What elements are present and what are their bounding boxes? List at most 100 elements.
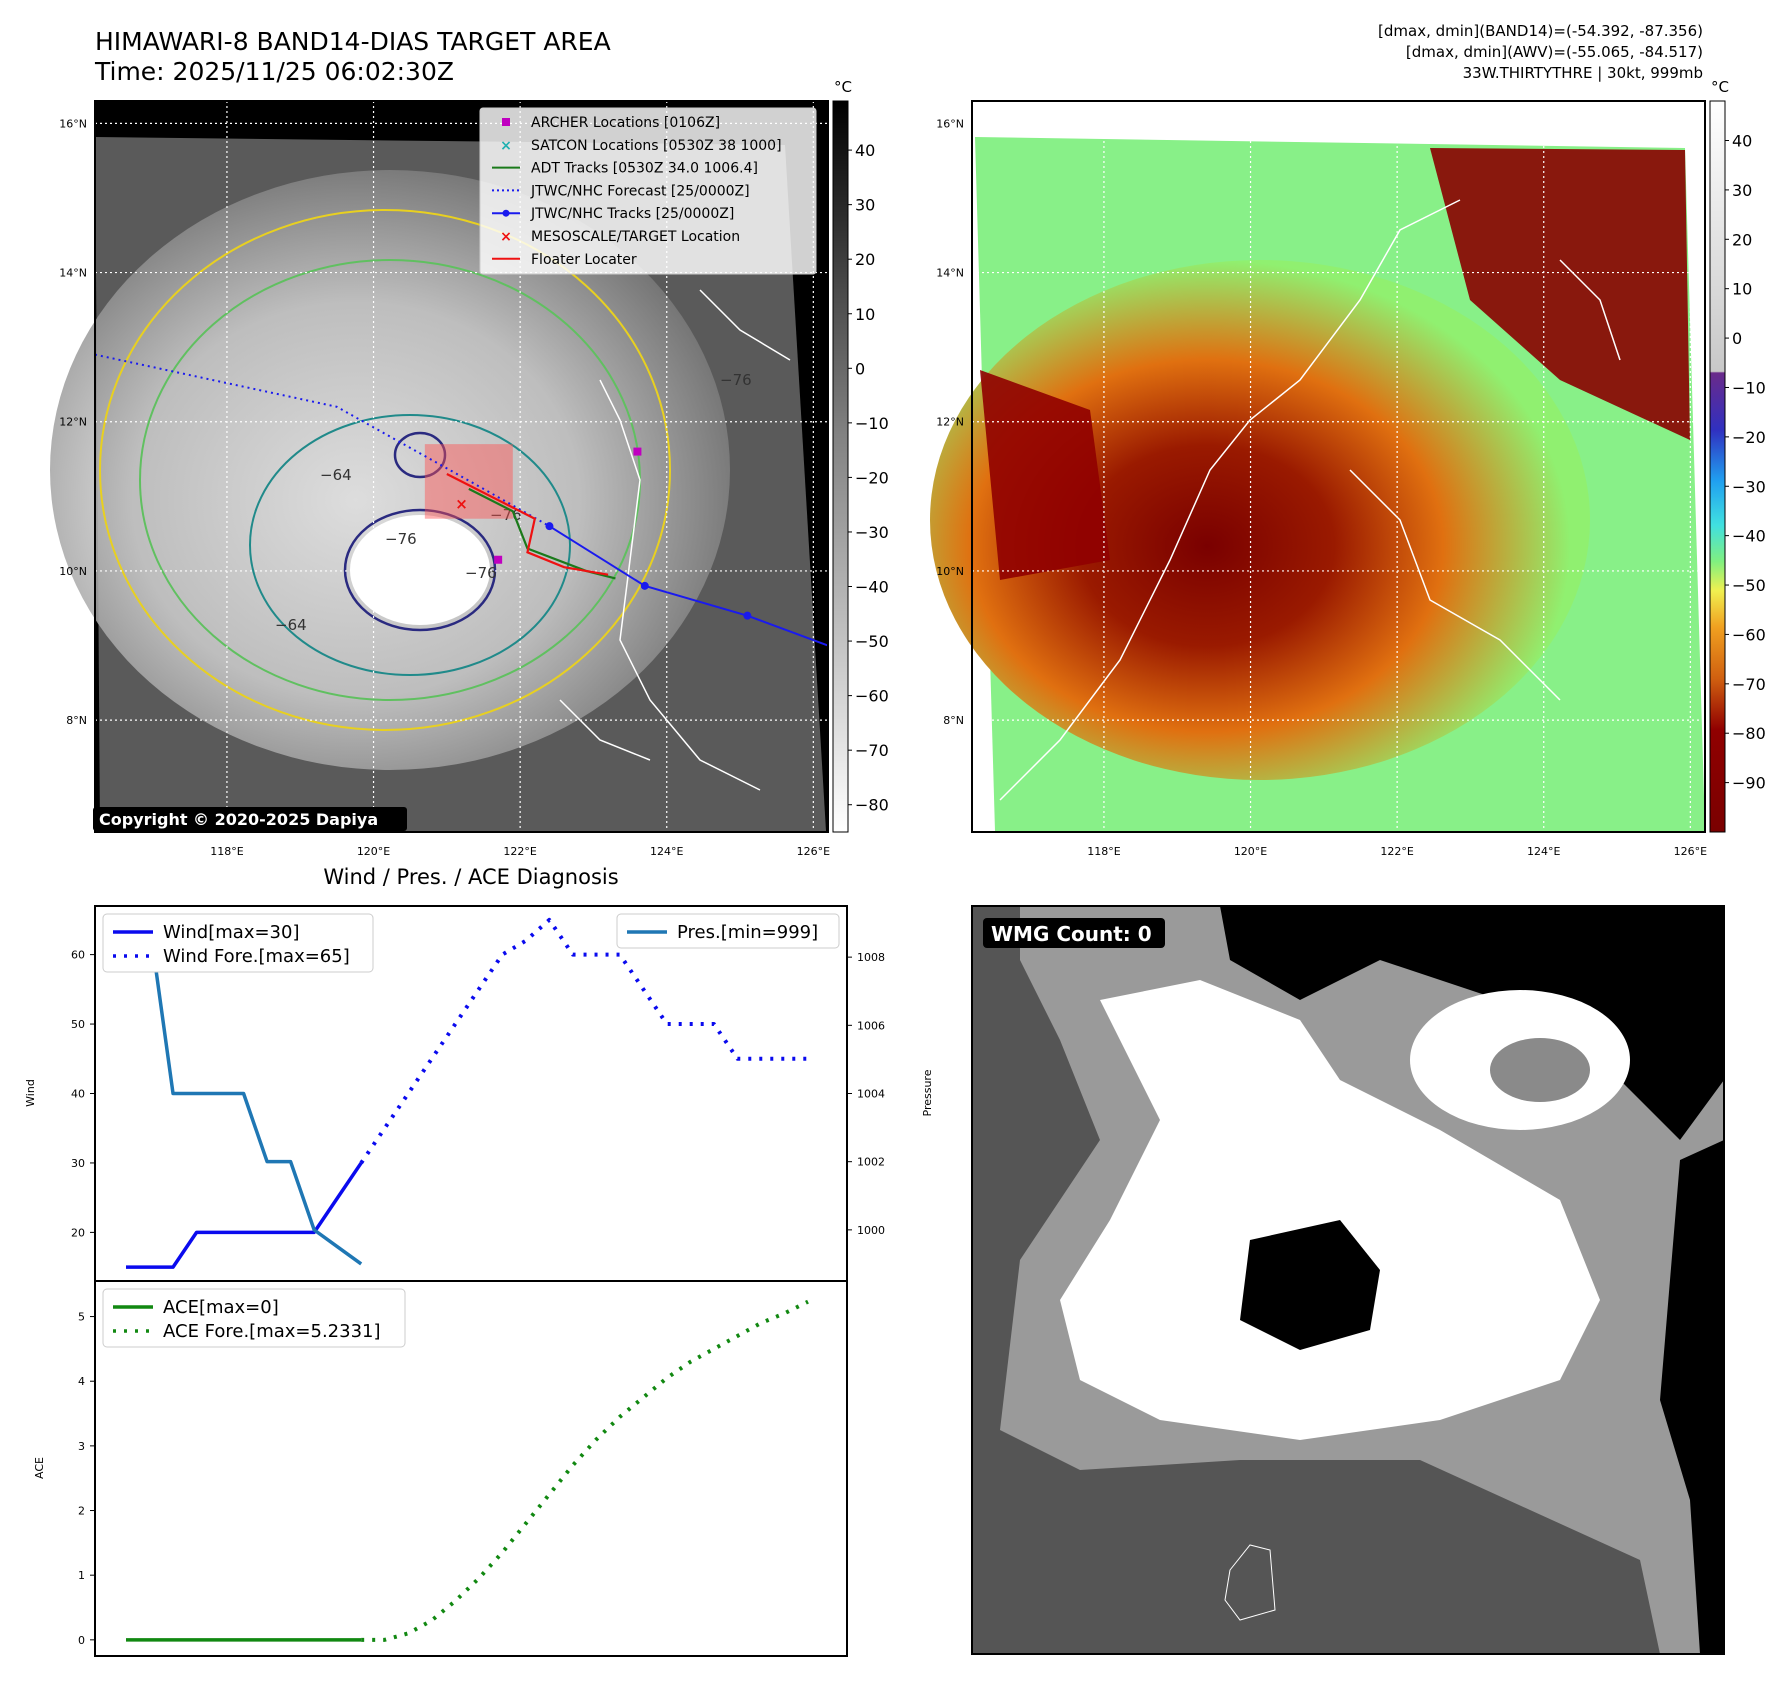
legend-label: JTWC/NHC Tracks [25/0000Z]: [530, 206, 734, 222]
ir-colorbar: °C 40 30 20 10 0 −10 −20 −30 −40 −50 −60 −70 −80: [832, 78, 889, 833]
pressure-tick-label: 1006: [857, 1019, 885, 1032]
contour-label: −76: [490, 506, 522, 524]
colorbar-tick-label: −10: [855, 414, 889, 433]
storm-info-text: 33W.THIRTYTHRE | 30kt, 999mb: [1462, 64, 1703, 82]
colorbar-tick-label: −60: [855, 687, 889, 706]
legend-items: ARCHER Locations [0106Z] × SATCON Location…: [492, 115, 782, 268]
wind-left-ticks: 20 30 40 50 60: [71, 949, 95, 1239]
colorbar-tick-label: −10: [1732, 378, 1766, 397]
legend-label: ACE[max=0]: [163, 1297, 279, 1318]
lat-tick-label: 12°N: [59, 416, 87, 429]
colorbar-tick-label: −70: [1732, 675, 1766, 694]
ir-contour-north: [393, 431, 447, 479]
colorbar-tick-label: 20: [855, 250, 875, 269]
jtwc-track-point: [640, 581, 649, 590]
awv-map-panel: 16°N 14°N 12°N 10°N 8°N 118°E 120°E 122°E 124°E…: [930, 100, 1707, 858]
colorbar-tick-label: −40: [855, 578, 889, 597]
ir-cold-core: [350, 515, 490, 625]
colorbar-tick-label: −40: [1732, 527, 1766, 546]
colorbar-tick-label: 10: [855, 305, 875, 324]
wmg-black-region: [1220, 906, 1724, 1140]
copyright-text: Copyright © 2020-2025 Dapiya: [99, 810, 378, 829]
lat-tick-label: 8°N: [943, 714, 964, 727]
lon-tick-label: 126°E: [797, 845, 830, 858]
lon-tick-label: 118°E: [210, 845, 243, 858]
pressure-tick-label: 1004: [857, 1088, 885, 1101]
colorbar-tick-label: −80: [855, 796, 889, 815]
awv-lon-labels: 118°E 120°E 122°E 124°E 126°E: [1087, 845, 1707, 858]
ace-legend: ACE[max=0] ACE Fore.[max=5.2331]: [102, 1288, 406, 1348]
wind-pressure-panel: Wind / Pres. / ACE Diagnosis Wind Pressu…: [24, 865, 934, 1282]
lon-tick-label: 126°E: [1674, 845, 1707, 858]
wind-tick-label: 40: [71, 1088, 85, 1101]
awv-gridlines: [972, 101, 1705, 832]
legend-swatch: ×: [500, 138, 512, 154]
ace-panel: ACE 0 1 2 3 4 5 ACE[max=0] ACE Fore.[max=5.233…: [33, 1280, 848, 1657]
pressure-right-ticks: 1000 1002 1004 1006 1008: [847, 951, 885, 1237]
pressure-tick-label: 1000: [857, 1224, 885, 1237]
ace-tick-label: 2: [78, 1505, 85, 1518]
jtwc-track-point: [545, 522, 554, 531]
wind-legend: Wind[max=30] Wind Fore.[max=65]: [102, 913, 374, 973]
ir-colorbar-unit: °C: [834, 78, 852, 96]
ir-lon-labels: 118°E 120°E 122°E 124°E 126°E: [210, 845, 830, 858]
legend-label: Wind[max=30]: [163, 922, 300, 943]
lat-tick-label: 10°N: [59, 565, 87, 578]
lat-tick-label: 10°N: [936, 565, 964, 578]
figure-title: HIMAWARI-8 BAND14-DIAS TARGET AREA: [95, 27, 611, 56]
ace-ticks: 0 1 2 3 4 5: [78, 1311, 95, 1647]
ir-tracks: ×: [94, 353, 829, 647]
colorbar-tick-label: 0: [1732, 329, 1742, 348]
contour-label: −76: [465, 564, 497, 582]
figure-time: Time: 2025/11/25 06:02:30Z: [95, 57, 454, 86]
legend-label: ACE Fore.[max=5.2331]: [163, 1321, 381, 1342]
ir-contour-mid: [249, 414, 571, 676]
wind-tick-label: 30: [71, 1157, 85, 1170]
copyright-badge: [93, 807, 407, 831]
ace-ylabel: ACE: [33, 1457, 46, 1479]
colorbar-tick-label: −80: [1732, 724, 1766, 743]
lat-tick-label: 16°N: [936, 117, 964, 130]
contour-label: −64: [275, 616, 307, 634]
pressure-tick-label: 1002: [857, 1156, 885, 1169]
awv-map-frame: [971, 100, 1706, 833]
wmg-ring-core: [1490, 1038, 1590, 1102]
awv-range-text: [dmax, dmin](AWV)=(-55.065, -84.517): [1405, 43, 1703, 61]
colorbar-tick-label: −70: [855, 741, 889, 760]
wmg-count-text: WMG Count: 0: [991, 922, 1152, 946]
ir-map-frame: [94, 100, 829, 833]
awv-colorbar: °C 40 30 20 10 0 −10 −20 −30 −40 −50 −60 −70 −80 −90: [1709, 78, 1766, 833]
ace-tick-label: 4: [78, 1375, 85, 1388]
colorbar-tick-label: −50: [855, 632, 889, 651]
ace-series: [126, 1299, 809, 1642]
wmg-island-outline: [1224, 1544, 1276, 1621]
colorbar-tick-label: −60: [1732, 625, 1766, 644]
awv-lat-labels: 16°N 14°N 12°N 10°N 8°N: [936, 117, 964, 727]
legend-label: MESOSCALE/TARGET Location: [531, 229, 740, 245]
wmg-panel: WMG Count: 0: [971, 905, 1725, 1655]
contour-label: −76: [385, 530, 417, 548]
lon-tick-label: 120°E: [357, 845, 390, 858]
legend-box: [479, 107, 817, 275]
archer-marker: [633, 447, 642, 456]
colorbar-tick-label: 40: [1732, 132, 1752, 151]
lat-tick-label: 8°N: [66, 714, 87, 727]
wind-tick-label: 20: [71, 1226, 85, 1239]
colorbar-tick-label: 30: [855, 196, 875, 215]
lat-tick-label: 14°N: [59, 267, 87, 280]
diagnosis-title: Wind / Pres. / ACE Diagnosis: [323, 865, 618, 889]
legend-box: [102, 913, 374, 973]
awv-colorbar-ticks: 40 30 20 10 0 −10 −20 −30 −40 −50 −60 −70 −80 −90: [1725, 132, 1766, 793]
archer-marker: [494, 555, 503, 564]
colorbar-tick-label: −30: [855, 523, 889, 542]
wind-tick-label: 50: [71, 1018, 85, 1031]
legend-box: [616, 913, 840, 949]
legend-swatch: [502, 118, 510, 126]
ir-lat-labels: 16°N 14°N 12°N 10°N 8°N: [59, 117, 87, 727]
legend-swatch-dot: [502, 209, 510, 217]
wind-ylabel: Wind: [24, 1079, 37, 1107]
series-line: [126, 921, 363, 1266]
lon-tick-label: 118°E: [1087, 845, 1120, 858]
wmg-black-east: [1660, 1140, 1724, 1654]
